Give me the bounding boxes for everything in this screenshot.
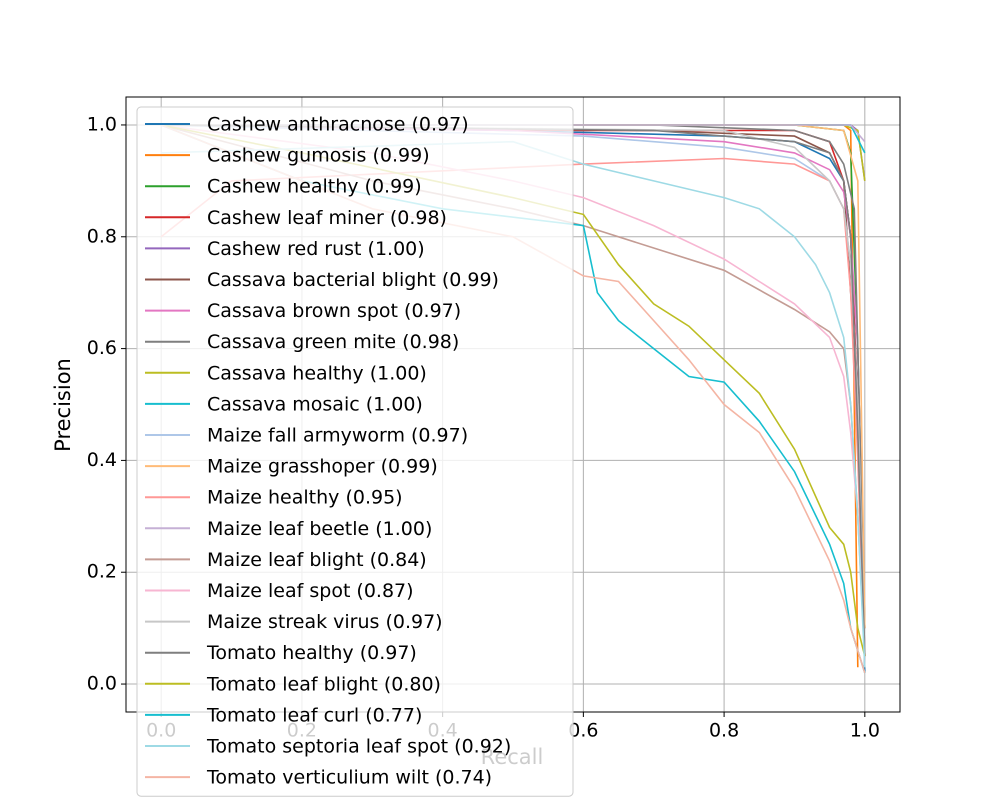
legend-label: Cassava bacterial blight (0.99)	[207, 269, 499, 291]
legend-label: Cashew leaf miner (0.98)	[207, 207, 447, 229]
legend-label: Maize fall armyworm (0.97)	[207, 425, 468, 447]
pr-curve	[161, 124, 866, 629]
pr-curve	[161, 124, 866, 657]
x-tick-label: 0.8	[709, 720, 739, 742]
legend: Cashew anthracnose (0.97) Cashew gumosis …	[136, 106, 574, 797]
legend-label: Cassava healthy (1.00)	[207, 362, 427, 384]
legend-label: Cashew red rust (1.00)	[207, 238, 425, 260]
y-tick-label: 0.2	[87, 561, 117, 583]
y-tick-label: 0.0	[87, 673, 117, 695]
pr-curve	[161, 140, 866, 668]
legend-label: Cashew anthracnose (0.97)	[207, 114, 469, 136]
legend-label: Maize leaf blight (0.84)	[207, 549, 427, 571]
legend-label: Cassava brown spot (0.97)	[207, 300, 461, 322]
legend-label: Maize grasshoper (0.99)	[207, 456, 438, 478]
legend-label: Tomato leaf blight (0.80)	[206, 673, 441, 695]
x-tick-label: 1.0	[850, 720, 880, 742]
legend-label: Tomato leaf curl (0.77)	[206, 704, 422, 726]
y-tick-label: 0.8	[87, 225, 117, 247]
y-tick-label: 1.0	[87, 113, 117, 135]
legend-label: Cashew healthy (0.99)	[207, 176, 422, 198]
legend-label: Maize leaf beetle (1.00)	[207, 518, 432, 540]
legend-box	[136, 106, 574, 797]
y-axis-label: Precision	[51, 358, 75, 452]
legend-label: Maize healthy (0.95)	[207, 487, 403, 509]
legend-label: Tomato septoria leaf spot (0.92)	[206, 736, 511, 758]
legend-label: Maize leaf spot (0.87)	[207, 580, 414, 602]
pr-curve	[161, 124, 866, 629]
legend-label: Tomato verticulium wilt (0.74)	[206, 767, 492, 789]
legend-label: Maize streak virus (0.97)	[207, 611, 443, 633]
legend-label: Tomato healthy (0.97)	[206, 642, 417, 664]
legend-label: Cassava mosaic (1.00)	[207, 393, 423, 415]
x-tick-label: 0.6	[568, 720, 598, 742]
y-tick-label: 0.4	[87, 449, 117, 471]
y-tick-label: 0.6	[87, 337, 117, 359]
legend-label: Cassava green mite (0.98)	[207, 331, 459, 353]
legend-label: Cashew gumosis (0.99)	[207, 145, 430, 167]
